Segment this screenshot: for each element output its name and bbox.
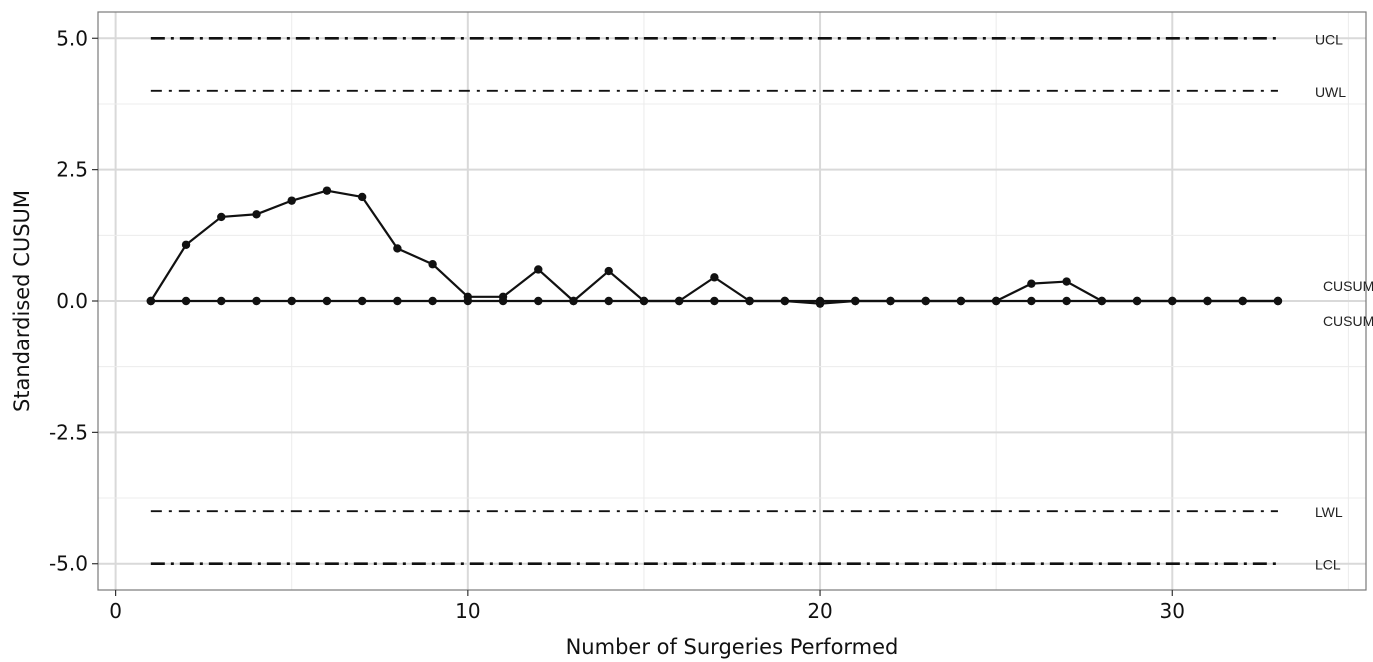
data-point-0 [534,265,543,274]
data-point-1 [674,296,684,306]
data-point-1 [1238,296,1247,306]
data-point-1 [886,296,895,306]
data-point-1 [956,296,966,306]
data-point-1 [217,296,226,306]
data-point-1 [1273,296,1283,306]
data-point-0 [287,196,296,205]
data-point-0 [1062,277,1071,286]
data-point-0 [1027,279,1036,288]
data-point-1 [780,296,790,306]
data-point-1 [991,296,1001,306]
x-tick-label: 0 [109,599,122,623]
data-point-0 [181,240,191,249]
data-point-1 [534,296,543,306]
data-point-1 [181,296,191,306]
data-point-1 [851,296,860,306]
data-point-0 [252,210,261,219]
series-label-0: CUSUM (+) [1323,278,1373,294]
data-point-1 [569,296,578,306]
data-point-1 [1027,296,1036,306]
data-point-1 [1132,296,1142,306]
y-tick-label: 0.0 [56,289,88,313]
data-point-0 [604,266,613,276]
data-point-1 [1168,296,1177,306]
data-point-1 [252,296,261,306]
data-point-1 [604,296,613,306]
data-point-1 [322,296,332,306]
x-tick-label: 20 [807,599,832,623]
y-tick-label: -2.5 [49,420,88,444]
data-point-1 [1062,296,1071,306]
lcl-label: LCL [1315,557,1341,573]
data-point-0 [357,192,367,202]
data-point-1 [1097,296,1107,306]
uwl-label: UWL [1315,84,1346,100]
ucl-label: UCL [1315,31,1343,47]
y-tick-label: 2.5 [56,158,88,182]
x-axis-title: Number of Surgeries Performed [566,635,899,659]
data-point-1 [1203,296,1212,306]
data-point-0 [428,260,437,269]
control-limits-layer: UCL UWL LWL LCL [150,31,1346,573]
data-point-1 [287,296,296,306]
x-tick-label: 10 [455,599,480,623]
data-point-1 [498,296,508,306]
data-point-1 [745,296,754,306]
axes-layer: 0 10 20 30 5.0 2.5 0.0 -2.5 -5.0 [49,26,1185,623]
data-point-1 [921,296,930,306]
data-point-1 [357,296,367,306]
data-point-1 [393,296,402,306]
data-point-1 [463,296,473,306]
data-point-1 [428,296,437,306]
data-point-1 [815,299,825,308]
y-tick-label: 5.0 [56,26,88,50]
series-label-1: CUSUM (-) [1323,313,1373,329]
data-point-1 [639,296,649,306]
series-layer: CUSUM (+) CUSUM (-) [146,186,1373,329]
x-tick-label: 30 [1160,599,1185,623]
y-tick-label: -5.0 [49,552,88,576]
data-point-0 [393,244,402,253]
series-line-0 [149,189,1278,303]
data-point-0 [217,212,226,222]
data-point-0 [322,186,332,195]
data-point-1 [146,296,156,306]
y-axis-title: Standardised CUSUM [10,190,34,412]
data-point-0 [710,273,719,282]
lwl-label: LWL [1315,504,1343,520]
data-point-1 [710,296,719,306]
